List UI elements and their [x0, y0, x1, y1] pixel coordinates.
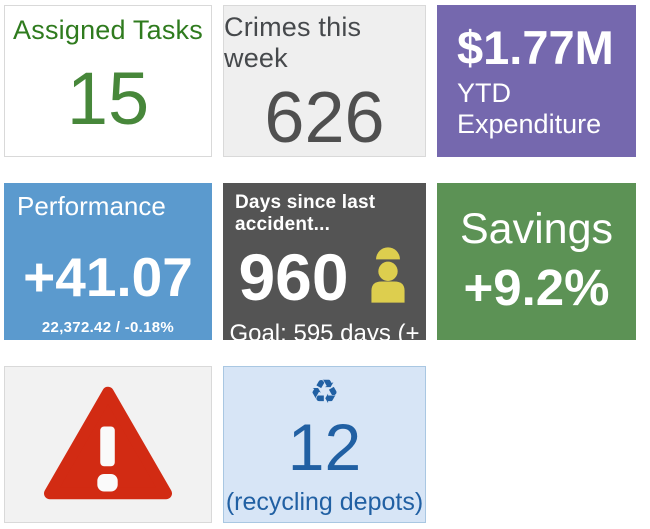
expenditure-label: YTD Expenditure — [457, 77, 602, 139]
performance-value: +41.07 — [23, 246, 193, 308]
warning-triangle-icon — [44, 384, 172, 505]
expenditure-value: $1.77M — [457, 21, 614, 75]
performance-title: Performance — [17, 191, 166, 221]
accident-title: Days since last accident... — [235, 192, 376, 235]
tile-savings: Savings +9.2% — [437, 183, 636, 340]
crimes-value: 626 — [264, 78, 385, 157]
accident-value: 960 — [238, 240, 349, 314]
tile-days-since-accident: Days since last accident... 960 Goal: 59… — [223, 183, 426, 340]
tile-performance: Performance +41.07 22,372.42 / -0.18% — [4, 183, 212, 340]
person-icon — [365, 246, 411, 308]
savings-title: Savings — [460, 205, 613, 254]
performance-detail: 22,372.42 / -0.18% — [41, 319, 175, 336]
crimes-title: Crimes this week — [224, 12, 362, 73]
tile-ytd-expenditure: $1.77M YTD Expenditure — [437, 5, 636, 157]
empty-cell — [437, 366, 636, 523]
assigned-tasks-value: 15 — [66, 56, 150, 140]
recycling-label: (recycling depots) — [225, 488, 424, 516]
tile-crimes-this-week: Crimes this week 626 ▲ 26 — [223, 5, 426, 157]
savings-value: +9.2% — [463, 258, 610, 316]
tile-recycling-depots: ♻ 12 (recycling depots) — [223, 366, 426, 523]
accident-goal: Goal: 595 days (+ 161.3%) — [229, 320, 420, 340]
tile-warning — [4, 366, 212, 523]
tile-assigned-tasks: Assigned Tasks 15 — [4, 5, 212, 157]
assigned-tasks-title: Assigned Tasks — [13, 15, 203, 45]
recycling-value: 12 — [287, 410, 362, 484]
recycle-icon: ♻ — [309, 372, 340, 411]
